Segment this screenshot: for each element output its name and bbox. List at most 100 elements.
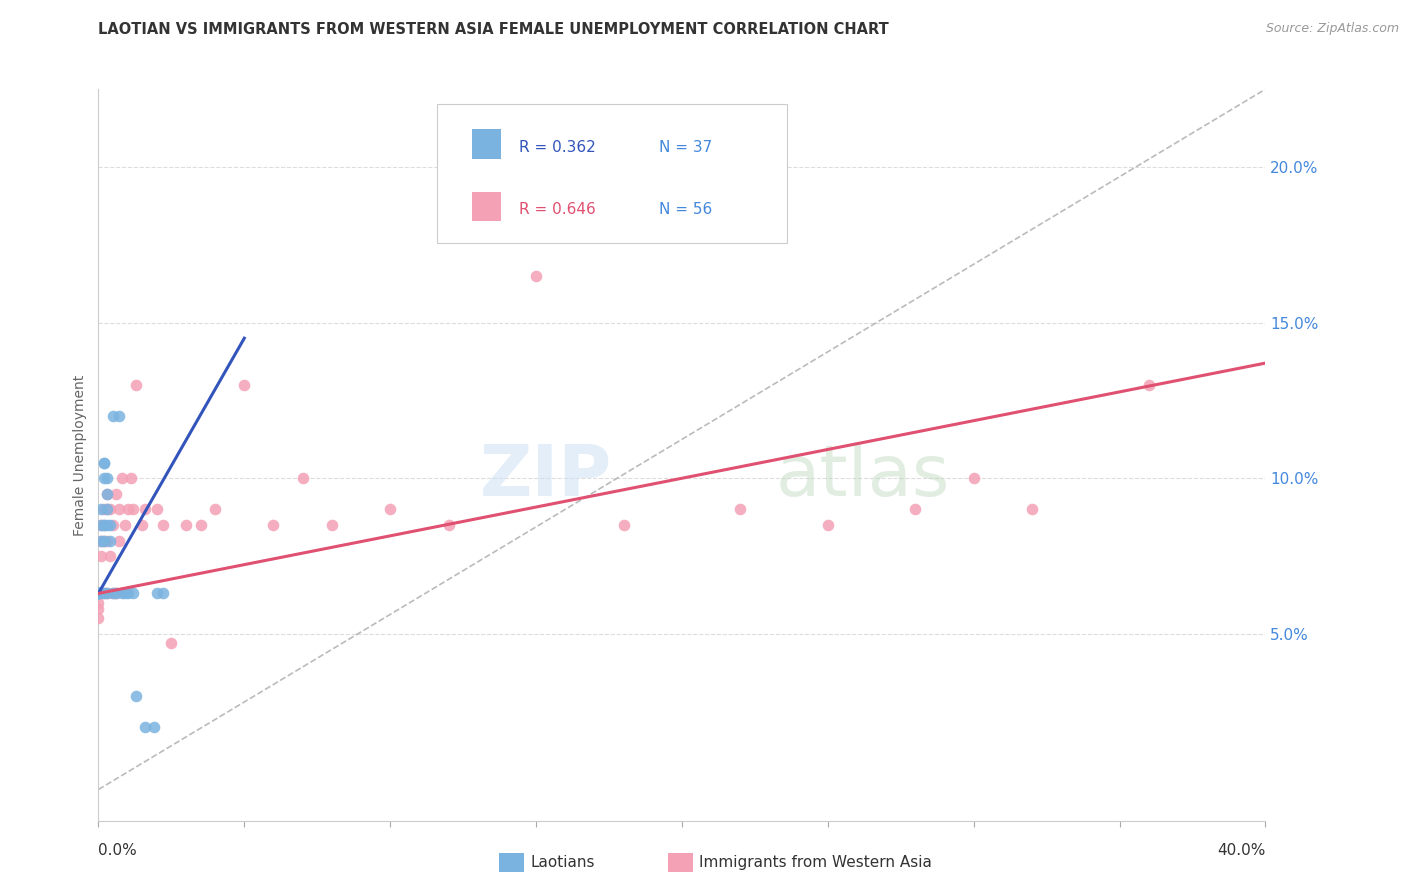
- Point: [524, 268, 547, 283]
- Point: [108, 533, 131, 548]
- Point: [291, 471, 314, 485]
- Point: [87, 586, 110, 600]
- Point: [90, 502, 112, 516]
- Point: [204, 502, 226, 516]
- Point: [90, 518, 112, 533]
- Point: [90, 533, 112, 548]
- Point: [87, 586, 110, 600]
- Point: [120, 471, 142, 485]
- Point: [87, 586, 110, 600]
- Text: atlas: atlas: [775, 442, 949, 511]
- Point: [96, 471, 118, 485]
- Point: [96, 502, 118, 516]
- Point: [93, 471, 115, 485]
- Point: [190, 518, 212, 533]
- Point: [378, 502, 402, 516]
- Point: [114, 518, 136, 533]
- Point: [437, 518, 460, 533]
- Point: [90, 586, 112, 600]
- Point: [262, 518, 284, 533]
- Point: [962, 471, 984, 485]
- Point: [1137, 377, 1160, 392]
- Point: [111, 586, 134, 600]
- Point: [117, 586, 139, 600]
- Point: [98, 549, 121, 563]
- Point: [104, 586, 127, 600]
- Point: [108, 502, 131, 516]
- Point: [114, 586, 136, 600]
- Point: [96, 502, 118, 516]
- Point: [90, 533, 112, 548]
- Point: [104, 586, 127, 600]
- Point: [96, 533, 118, 548]
- Text: LAOTIAN VS IMMIGRANTS FROM WESTERN ASIA FEMALE UNEMPLOYMENT CORRELATION CHART: LAOTIAN VS IMMIGRANTS FROM WESTERN ASIA …: [98, 22, 889, 37]
- Point: [152, 518, 174, 533]
- Point: [87, 586, 110, 600]
- Point: [87, 586, 110, 600]
- Point: [96, 586, 118, 600]
- Point: [96, 487, 118, 501]
- Point: [160, 636, 183, 650]
- FancyBboxPatch shape: [472, 129, 501, 159]
- Text: R = 0.646: R = 0.646: [519, 202, 595, 218]
- Point: [93, 518, 115, 533]
- Text: ZIP: ZIP: [479, 442, 612, 511]
- Point: [101, 586, 124, 600]
- Point: [93, 502, 115, 516]
- Point: [87, 586, 110, 600]
- Point: [96, 487, 118, 501]
- Point: [90, 549, 112, 563]
- Point: [87, 586, 110, 600]
- Point: [87, 586, 110, 600]
- Point: [87, 611, 110, 625]
- Text: 0.0%: 0.0%: [98, 843, 138, 858]
- Point: [101, 409, 124, 423]
- Point: [111, 471, 134, 485]
- Point: [93, 533, 115, 548]
- Point: [321, 518, 343, 533]
- Point: [134, 502, 156, 516]
- Point: [93, 518, 115, 533]
- Point: [101, 586, 124, 600]
- Point: [104, 487, 127, 501]
- Point: [87, 602, 110, 616]
- Point: [108, 409, 131, 423]
- Point: [612, 518, 634, 533]
- Text: Immigrants from Western Asia: Immigrants from Western Asia: [699, 855, 932, 870]
- Point: [98, 502, 121, 516]
- Text: N = 56: N = 56: [658, 202, 711, 218]
- Text: Source: ZipAtlas.com: Source: ZipAtlas.com: [1265, 22, 1399, 36]
- Text: R = 0.362: R = 0.362: [519, 140, 595, 155]
- Point: [142, 720, 165, 734]
- Point: [122, 586, 145, 600]
- Point: [146, 502, 169, 516]
- Y-axis label: Female Unemployment: Female Unemployment: [73, 375, 87, 535]
- Point: [93, 456, 115, 470]
- Point: [125, 689, 148, 703]
- Point: [90, 518, 112, 533]
- Point: [90, 586, 112, 600]
- Point: [96, 586, 118, 600]
- Text: Laotians: Laotians: [530, 855, 595, 870]
- Point: [93, 456, 115, 470]
- Point: [98, 533, 121, 548]
- Point: [117, 502, 139, 516]
- Point: [152, 586, 174, 600]
- Point: [93, 533, 115, 548]
- Point: [87, 586, 110, 600]
- Point: [146, 586, 169, 600]
- Point: [93, 586, 115, 600]
- Point: [174, 518, 197, 533]
- Point: [1021, 502, 1043, 516]
- Point: [728, 502, 751, 516]
- Point: [87, 586, 110, 600]
- Point: [122, 502, 145, 516]
- Text: 40.0%: 40.0%: [1218, 843, 1265, 858]
- Point: [134, 720, 156, 734]
- Point: [93, 586, 115, 600]
- Point: [125, 377, 148, 392]
- Point: [131, 518, 153, 533]
- Point: [101, 518, 124, 533]
- FancyBboxPatch shape: [437, 103, 787, 243]
- Point: [96, 518, 118, 533]
